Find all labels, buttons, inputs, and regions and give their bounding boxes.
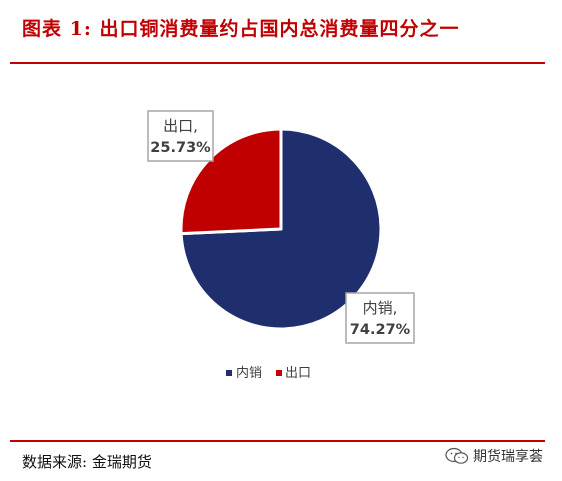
wechat-icon bbox=[445, 447, 469, 464]
data-source: 数据来源: 金瑞期货 bbox=[22, 453, 152, 471]
legend-label: 出口 bbox=[285, 366, 311, 381]
watermark: 期货瑞享荟 bbox=[445, 446, 543, 466]
legend-swatch bbox=[276, 370, 282, 376]
bottom-divider bbox=[10, 440, 545, 442]
chart-title: 图表 1: 出口铜消费量约占国内总消费量四分之一 bbox=[22, 18, 460, 40]
watermark-text: 期货瑞享荟 bbox=[473, 449, 543, 465]
legend-label: 内销 bbox=[236, 365, 262, 381]
data-label-name: 出口, bbox=[163, 117, 198, 135]
legend-swatch bbox=[226, 370, 232, 376]
top-divider bbox=[10, 62, 545, 64]
data-label-percent: 25.73% bbox=[150, 140, 211, 156]
data-label-export: 出口, 25.73% bbox=[147, 110, 214, 162]
chart-legend: 内销 出口 bbox=[226, 365, 311, 381]
data-label-name: 内销, bbox=[363, 299, 398, 317]
data-label-domestic: 内销, 74.27% bbox=[345, 292, 415, 344]
data-label-percent: 74.27% bbox=[350, 322, 411, 338]
